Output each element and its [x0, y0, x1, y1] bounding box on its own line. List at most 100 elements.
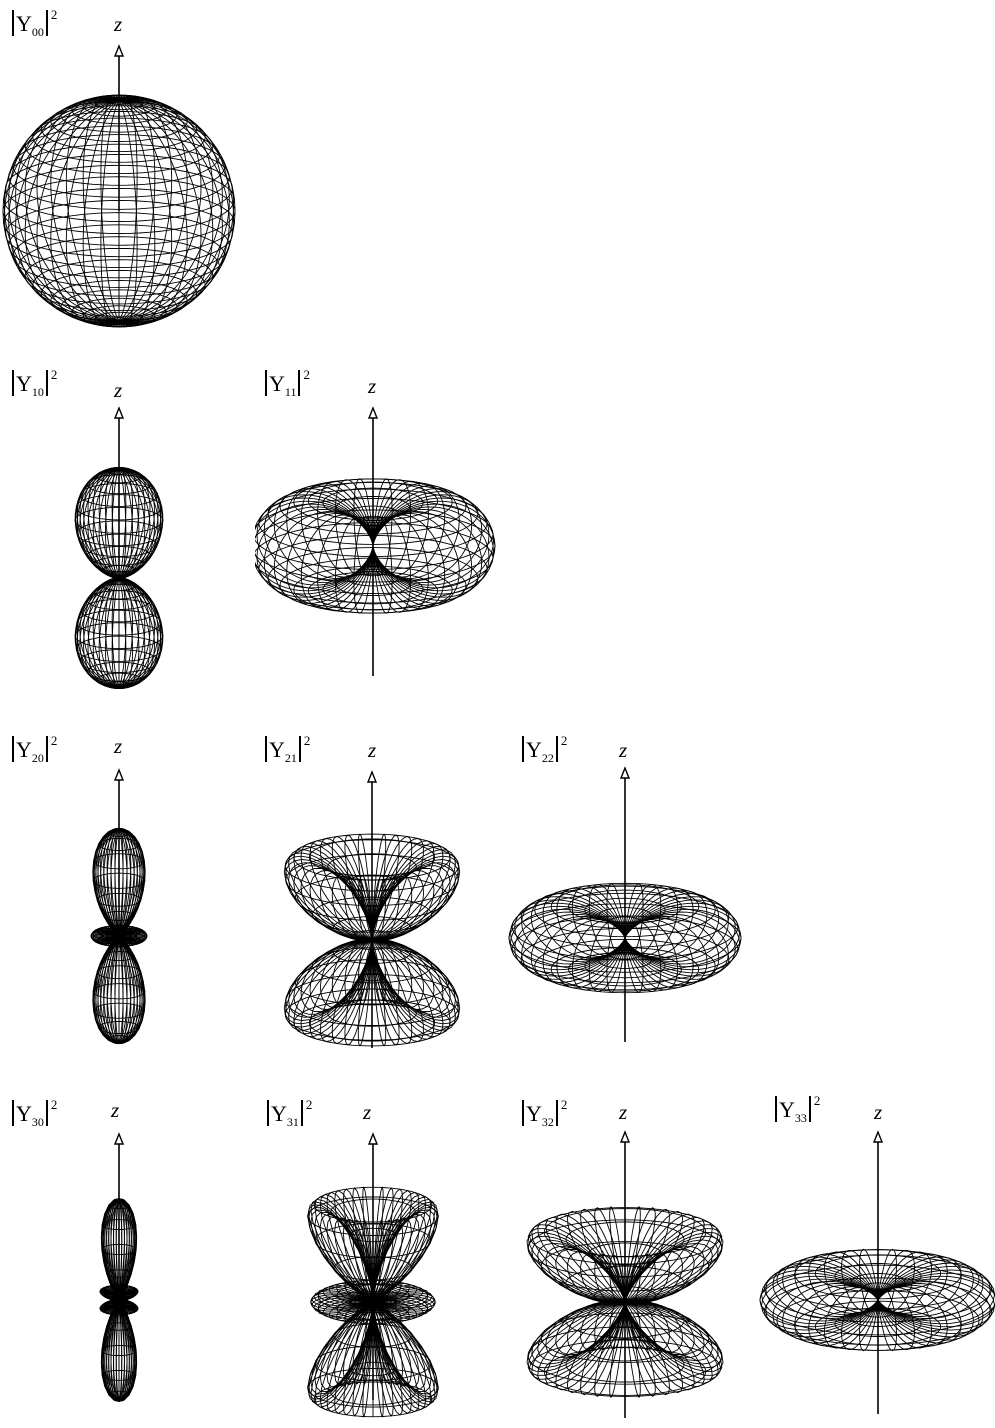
parallel-line	[101, 1243, 137, 1256]
parallel-line	[358, 898, 386, 908]
parallel-line	[357, 1301, 389, 1312]
parallel-line	[336, 1298, 410, 1321]
parallel-line	[313, 1381, 433, 1418]
parallel-line	[94, 311, 144, 327]
parallel-line	[79, 483, 159, 507]
parallel-line	[862, 1307, 894, 1318]
parallel-line	[75, 494, 163, 521]
parallel-line	[540, 1312, 710, 1363]
parallel-line	[95, 468, 143, 484]
parallel-line	[110, 941, 128, 948]
parallel-line	[336, 1283, 410, 1306]
parallel-line	[92, 983, 146, 1000]
parallel-line	[593, 1298, 657, 1318]
parallel-line	[308, 1003, 436, 1042]
orbital-surface	[2, 44, 236, 328]
parallel-line	[75, 635, 163, 662]
parallel-line	[370, 1302, 376, 1305]
parallel-line	[101, 579, 137, 591]
parallel-line	[93, 583, 145, 600]
panel-y22: Y222 z	[505, 726, 755, 1066]
panel-label: Y302	[10, 1098, 57, 1128]
parallel-line	[112, 930, 126, 936]
parallel-line	[86, 661, 152, 682]
parallel-line	[620, 930, 630, 934]
z-axis-arrowhead	[367, 1132, 379, 1145]
parallel-line	[76, 609, 162, 636]
z-axis-label: z	[368, 738, 377, 762]
parallel-line	[267, 547, 479, 611]
parallel-line	[534, 938, 716, 994]
panel-y33: Y332 z	[745, 1088, 995, 1428]
wireframe	[255, 478, 496, 614]
z-axis-arrowhead	[872, 1130, 884, 1143]
z-axis-label: z	[111, 1098, 120, 1122]
parallel-line	[76, 520, 162, 547]
parallel-line	[335, 573, 411, 597]
parallel-line	[293, 999, 451, 1047]
parallel-line	[314, 1223, 432, 1259]
panel-label: Y102	[10, 368, 57, 398]
orbital-surface	[307, 1132, 439, 1418]
parallel-line	[814, 1307, 942, 1346]
meridian-line	[118, 98, 223, 323]
parallel-line	[550, 884, 700, 929]
z-axis-arrowhead	[367, 406, 379, 419]
parallel-line	[3, 188, 235, 258]
parallel-line	[622, 1294, 628, 1298]
z-axis-arrowhead	[619, 766, 631, 779]
meridian-line	[15, 99, 120, 324]
meridian-line	[118, 99, 223, 324]
parallel-line	[80, 533, 158, 558]
parallel-line	[598, 907, 652, 924]
parallel-line	[18, 236, 220, 297]
parallel-line	[293, 565, 453, 614]
parallel-line	[349, 1227, 397, 1243]
parallel-line	[850, 1310, 906, 1327]
parallel-line	[74, 506, 164, 534]
z-axis-label: z	[114, 12, 123, 36]
parallel-line	[568, 952, 682, 987]
parallel-line	[106, 466, 132, 475]
parallel-line	[357, 566, 389, 577]
parallel-line	[255, 509, 496, 583]
parallel-line	[96, 965, 142, 980]
orbital-surface	[90, 768, 148, 1045]
parallel-line	[71, 95, 167, 125]
parallel-line	[364, 1335, 382, 1341]
parallel-line	[764, 1277, 992, 1346]
parallel-line	[310, 1283, 436, 1321]
parallel-line	[543, 1347, 707, 1396]
panel-y10: Y102 z	[0, 360, 250, 700]
parallel-line	[834, 1263, 922, 1290]
parallel-line	[284, 988, 460, 1041]
z-axis-label: z	[619, 738, 628, 762]
parallel-line	[764, 1254, 992, 1323]
parallel-line	[598, 952, 652, 969]
parallel-line	[101, 1219, 137, 1231]
parallel-line	[96, 892, 142, 907]
parallel-line	[86, 474, 152, 495]
parallel-line	[314, 1345, 432, 1381]
parallel-line	[106, 681, 132, 690]
parallel-line	[24, 117, 214, 175]
parallel-line	[529, 1207, 721, 1265]
panel-y30: Y302 z	[0, 1088, 250, 1428]
parallel-line	[364, 1263, 382, 1269]
parallel-line	[347, 570, 399, 587]
orbital-surface	[255, 406, 496, 676]
z-axis-arrowhead	[113, 1132, 125, 1145]
parallel-line	[101, 565, 137, 577]
parallel-line	[317, 1279, 429, 1314]
parallel-line	[90, 927, 148, 945]
parallel-line	[79, 649, 159, 673]
parallel-line	[106, 1287, 132, 1296]
parallel-line	[364, 560, 382, 567]
parallel-line	[3, 164, 235, 234]
parallel-line	[92, 872, 146, 889]
panel-label: Y202	[10, 734, 57, 764]
parallel-line	[12, 224, 226, 288]
parallel-line	[294, 874, 450, 921]
panel-label: Y222	[520, 734, 567, 764]
panel-y11: Y112 z	[255, 360, 505, 700]
